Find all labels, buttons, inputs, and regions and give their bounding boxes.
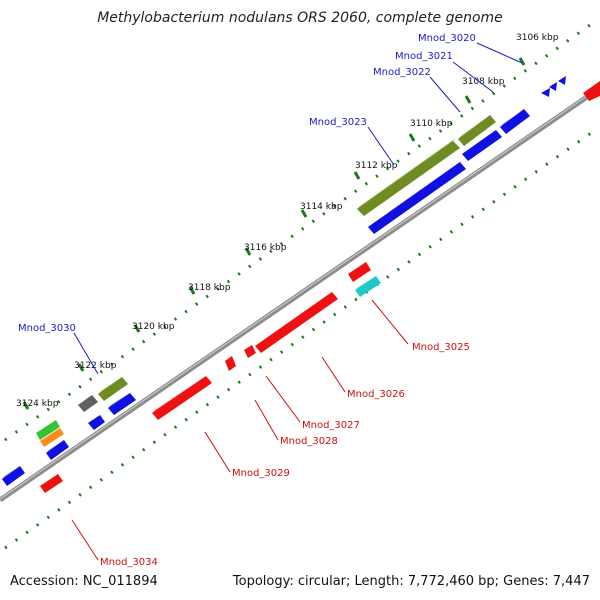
gene-red-reverse-1[interactable]	[348, 262, 371, 282]
label-mnod-3028[interactable]: Mnod_3028	[280, 436, 338, 447]
gene-mnod-3030[interactable]	[98, 377, 128, 401]
tick-label-3108: 3108 kbp	[462, 77, 505, 87]
gene-mnod-3021[interactable]	[462, 130, 502, 161]
tick-label-3120: 3120 kbp	[132, 322, 175, 332]
label-mnod-3029[interactable]: Mnod_3029	[232, 468, 290, 479]
backbone-highlight	[0, 86, 600, 500]
label-mnod-3020[interactable]: Mnod_3020	[418, 33, 476, 44]
genome-backbone	[0, 85, 600, 503]
gene-mnod-3034[interactable]	[40, 474, 63, 493]
gene-gray-forward-shade	[78, 393, 95, 405]
gene-mnod-3023-shade	[357, 138, 456, 209]
inner-tick-ring	[4, 126, 599, 550]
gene-blue-forward-3[interactable]	[88, 415, 105, 430]
gene-blue-forward-1[interactable]	[368, 162, 466, 234]
label-mnod-3021[interactable]: Mnod_3021	[395, 51, 453, 62]
gene-blue-forward-5[interactable]	[2, 466, 25, 486]
label-mnod-3026[interactable]: Mnod_3026	[347, 389, 405, 400]
label-mnod-3027[interactable]: Mnod_3027	[302, 420, 360, 431]
tick-label-3116: 3116 kbp	[244, 243, 287, 253]
tick-label-3106: 3106 kbp	[516, 33, 559, 43]
tick-label-3114: 3114 kbp	[300, 202, 343, 212]
forward-genes	[2, 76, 566, 486]
tick-label-3118: 3118 kbp	[188, 283, 231, 293]
leader-lines	[71, 42, 523, 561]
gene-mnod-3029[interactable]	[152, 376, 212, 420]
gene-mnod-3023[interactable]	[357, 141, 460, 216]
tick-label-3112: 3112 kbp	[355, 161, 398, 171]
gene-labels: Mnod_3020 Mnod_3021 Mnod_3022 Mnod_3023 …	[18, 33, 476, 568]
label-mnod-3023[interactable]: Mnod_3023	[309, 117, 367, 128]
gene-mnod-3021-shade	[462, 127, 500, 154]
tick-label-3122: 3122 kbp	[74, 361, 117, 371]
tick-labels: 3106 kbp 3108 kbp 3110 kbp 3112 kbp 3114…	[16, 33, 559, 409]
tick-label-3124: 3124 kbp	[16, 399, 59, 409]
major-ticks	[22, 57, 526, 410]
gene-blue-forward-2[interactable]	[108, 393, 136, 415]
gene-gray-forward[interactable]	[78, 395, 98, 412]
gene-blue-small-1[interactable]	[541, 88, 550, 97]
gene-mnod-3026[interactable]	[255, 292, 338, 353]
genome-summary-text: Topology: circular; Length: 7,772,460 bp…	[232, 574, 590, 589]
label-mnod-3025[interactable]: Mnod_3025	[412, 342, 470, 353]
gene-blue-small-3[interactable]	[558, 76, 566, 85]
gene-mnod-3025[interactable]	[355, 276, 381, 297]
reverse-genes	[40, 81, 600, 493]
tick-label-3110: 3110 kbp	[410, 119, 453, 129]
gene-red-reverse-edge[interactable]	[583, 81, 600, 101]
gene-blue-forward-4[interactable]	[46, 440, 69, 460]
label-mnod-3030[interactable]: Mnod_3030	[18, 323, 76, 334]
accession-text: Accession: NC_011894	[10, 574, 158, 589]
label-mnod-3034[interactable]: Mnod_3034	[100, 557, 158, 568]
gene-green-forward[interactable]	[36, 420, 60, 440]
gene-blue-forward-1-shade	[368, 159, 464, 227]
gene-mnod-3025-shade	[355, 274, 379, 290]
label-mnod-3022[interactable]: Mnod_3022	[373, 67, 431, 78]
gene-mnod-3028[interactable]	[225, 356, 236, 371]
gene-mnod-3027[interactable]	[244, 345, 256, 358]
map-title: Methylobacterium nodulans ORS 2060, comp…	[97, 10, 503, 26]
gene-orange-forward[interactable]	[40, 428, 64, 447]
outer-tick-ring	[4, 23, 591, 442]
gene-mnod-3026-shade	[255, 289, 336, 346]
gene-blue-small-2[interactable]	[549, 82, 557, 91]
gene-mnod-3020[interactable]	[500, 109, 530, 134]
gene-mnod-3022[interactable]	[458, 115, 496, 146]
